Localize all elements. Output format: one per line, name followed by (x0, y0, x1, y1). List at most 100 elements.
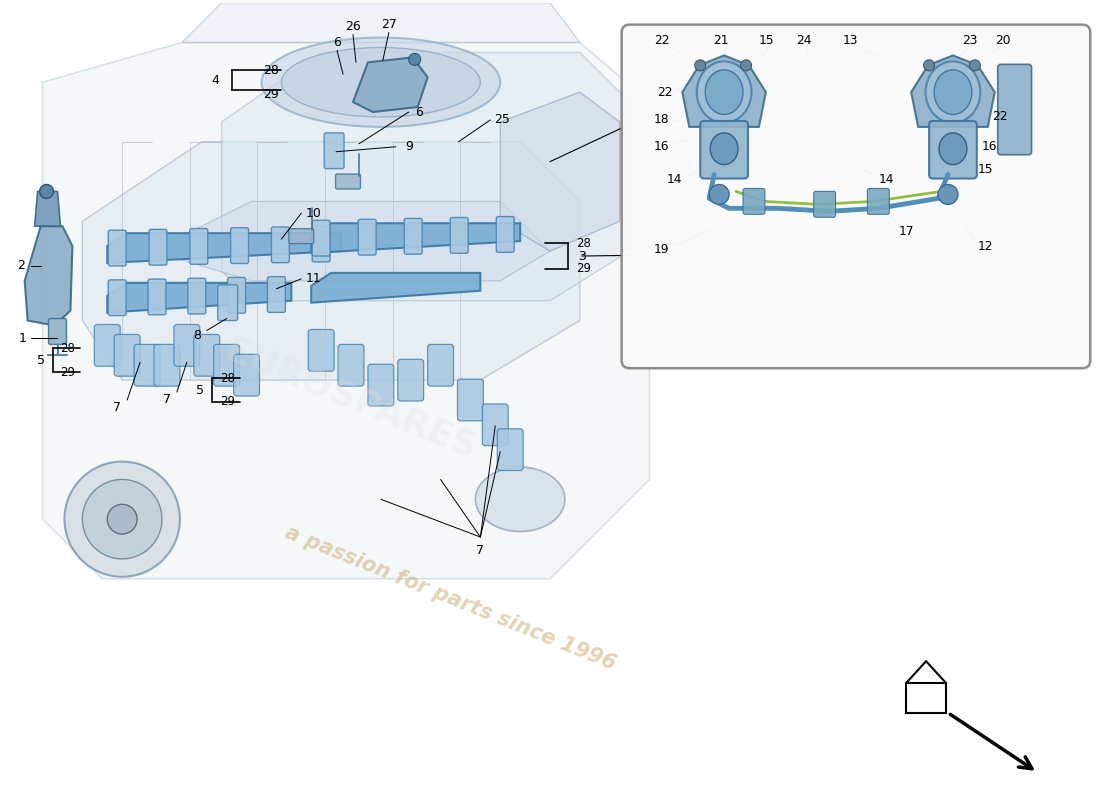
FancyBboxPatch shape (621, 25, 1090, 368)
Polygon shape (43, 42, 649, 578)
FancyBboxPatch shape (134, 344, 159, 386)
FancyBboxPatch shape (233, 354, 260, 396)
FancyBboxPatch shape (114, 334, 140, 376)
Polygon shape (353, 58, 428, 112)
FancyBboxPatch shape (998, 64, 1032, 154)
Text: 11: 11 (306, 272, 321, 286)
Text: 16: 16 (653, 140, 669, 154)
FancyBboxPatch shape (496, 217, 514, 252)
Text: 29: 29 (60, 366, 76, 378)
Text: 7: 7 (113, 402, 121, 414)
FancyBboxPatch shape (458, 379, 483, 421)
FancyBboxPatch shape (338, 344, 364, 386)
Text: 26: 26 (345, 20, 361, 33)
Ellipse shape (282, 47, 481, 117)
Text: 14: 14 (879, 173, 894, 186)
FancyBboxPatch shape (450, 218, 469, 254)
Text: 5: 5 (36, 354, 45, 366)
Text: 7: 7 (476, 545, 484, 558)
Text: 15: 15 (978, 163, 993, 176)
FancyBboxPatch shape (213, 344, 240, 386)
Text: 29: 29 (264, 88, 279, 101)
FancyBboxPatch shape (48, 318, 66, 344)
Polygon shape (82, 142, 580, 380)
FancyBboxPatch shape (359, 219, 376, 255)
FancyBboxPatch shape (188, 278, 206, 314)
FancyBboxPatch shape (701, 121, 748, 178)
Text: 17: 17 (899, 225, 914, 238)
Text: 1: 1 (19, 332, 26, 345)
Text: 14: 14 (667, 173, 682, 186)
Polygon shape (311, 273, 481, 302)
Text: 7: 7 (163, 394, 170, 406)
Text: 10: 10 (306, 207, 321, 220)
Text: 20: 20 (996, 34, 1011, 47)
Text: 6: 6 (415, 106, 422, 118)
FancyBboxPatch shape (404, 218, 422, 254)
Polygon shape (222, 53, 629, 301)
FancyBboxPatch shape (324, 133, 344, 169)
Circle shape (924, 60, 935, 71)
Polygon shape (311, 223, 520, 253)
Text: 15: 15 (759, 34, 774, 47)
FancyBboxPatch shape (367, 364, 394, 406)
Ellipse shape (475, 467, 565, 531)
Text: 2: 2 (16, 259, 24, 273)
FancyBboxPatch shape (868, 189, 889, 214)
Text: 27: 27 (381, 18, 397, 31)
Circle shape (740, 60, 751, 71)
Circle shape (40, 185, 54, 198)
FancyBboxPatch shape (108, 280, 126, 315)
Polygon shape (182, 2, 580, 42)
Polygon shape (107, 233, 341, 263)
Text: 8: 8 (192, 329, 201, 342)
Text: EUROSPARES: EUROSPARES (220, 334, 482, 466)
Circle shape (710, 185, 729, 204)
Circle shape (409, 54, 420, 66)
FancyBboxPatch shape (930, 121, 977, 178)
Polygon shape (24, 226, 73, 326)
Bar (906, 683, 946, 713)
FancyBboxPatch shape (174, 325, 200, 366)
Text: 23: 23 (962, 34, 978, 47)
Text: 29: 29 (576, 262, 591, 275)
Text: 3: 3 (578, 250, 586, 262)
Text: 19: 19 (653, 242, 669, 255)
FancyBboxPatch shape (95, 325, 120, 366)
Polygon shape (107, 283, 292, 313)
FancyBboxPatch shape (194, 334, 220, 376)
Text: 22: 22 (657, 86, 672, 98)
FancyBboxPatch shape (742, 189, 764, 214)
FancyBboxPatch shape (218, 285, 238, 321)
Ellipse shape (934, 70, 972, 114)
Polygon shape (911, 55, 994, 127)
FancyBboxPatch shape (336, 174, 361, 189)
Ellipse shape (711, 133, 738, 165)
FancyBboxPatch shape (428, 344, 453, 386)
FancyBboxPatch shape (308, 330, 334, 371)
Ellipse shape (696, 62, 751, 123)
Circle shape (938, 185, 958, 204)
FancyBboxPatch shape (148, 279, 166, 314)
Text: 25: 25 (494, 114, 510, 126)
FancyBboxPatch shape (228, 278, 245, 314)
Text: 28: 28 (60, 342, 76, 355)
Text: 22: 22 (653, 34, 669, 47)
FancyBboxPatch shape (482, 404, 508, 446)
Polygon shape (34, 191, 60, 226)
Polygon shape (500, 92, 619, 251)
Ellipse shape (925, 62, 980, 123)
FancyBboxPatch shape (272, 227, 289, 262)
Text: 9: 9 (405, 140, 412, 154)
FancyBboxPatch shape (312, 226, 330, 262)
Polygon shape (152, 202, 550, 281)
Text: 6: 6 (333, 36, 341, 49)
Text: 12: 12 (978, 239, 993, 253)
Circle shape (969, 60, 980, 71)
Ellipse shape (939, 133, 967, 165)
FancyBboxPatch shape (398, 359, 424, 401)
Text: a passion for parts since 1996: a passion for parts since 1996 (283, 523, 619, 674)
FancyBboxPatch shape (814, 191, 836, 218)
Text: 16: 16 (982, 140, 998, 154)
FancyBboxPatch shape (231, 228, 249, 263)
